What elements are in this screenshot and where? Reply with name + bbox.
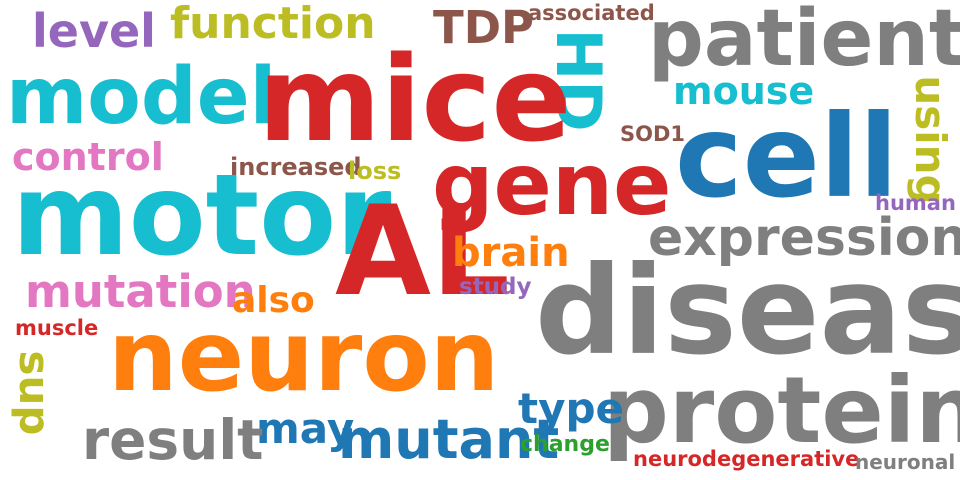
word-mutant: mutant xyxy=(338,408,560,471)
word-associated: associated xyxy=(528,1,655,25)
word-expression: expression xyxy=(648,208,960,268)
word-human: human xyxy=(875,191,956,215)
word-neuronal: neuronal xyxy=(855,450,956,474)
word-control: control xyxy=(12,135,164,179)
word-loss: loss xyxy=(348,157,402,185)
word-result: result xyxy=(82,408,264,472)
word-function: function xyxy=(170,0,376,49)
word-disease: disease xyxy=(535,240,960,382)
word-mutation: mutation xyxy=(25,265,256,318)
word-level: level xyxy=(32,4,156,58)
word-sup: sup xyxy=(10,350,59,436)
word-mice: mice xyxy=(258,30,572,168)
word-increased: increased xyxy=(230,153,362,181)
word-patient: patient xyxy=(648,0,960,84)
word-also: also xyxy=(232,280,315,321)
word-model: model xyxy=(6,52,277,142)
word-tdp: TDP xyxy=(433,1,535,54)
word-sod1: SOD1 xyxy=(620,122,686,146)
word-motor: motor xyxy=(12,151,392,281)
word-using: using xyxy=(906,75,955,205)
word-al: AL xyxy=(335,180,510,324)
word-mouse: mouse xyxy=(673,69,815,113)
word-may: may xyxy=(256,404,355,453)
word-neuron: neuron xyxy=(108,300,500,414)
word-type: type xyxy=(518,384,625,433)
word-protein: protein xyxy=(603,357,960,464)
word-cell: cell xyxy=(675,90,899,223)
word-change: change xyxy=(520,432,610,457)
word-study: study xyxy=(459,274,532,300)
word-gene: gene xyxy=(432,135,672,235)
word-brain: brain xyxy=(452,230,570,276)
word-neurodegenerative: neurodegenerative xyxy=(633,447,860,471)
word-muscle: muscle xyxy=(15,316,99,340)
